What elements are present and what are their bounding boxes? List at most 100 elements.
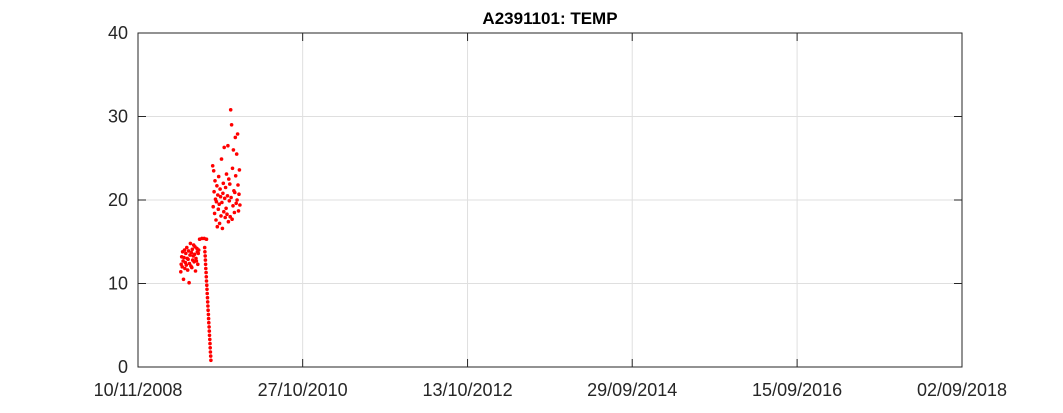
data-point [216,174,221,179]
data-point [221,191,225,196]
data-point [207,333,212,338]
data-point [222,196,227,201]
data-point [228,108,233,112]
data-point [222,145,226,150]
data-point [233,135,238,140]
data-point [208,350,213,354]
data-point [207,320,211,325]
data-point [215,184,219,188]
grid-lines [138,33,962,367]
data-point [196,251,201,256]
data-point [208,341,212,346]
data-point [192,252,197,257]
data-point [207,329,212,333]
data-point [209,358,213,363]
data-point [206,304,210,308]
data-point [203,250,207,254]
data-point [206,308,210,313]
data-point [189,250,194,255]
data-point [211,204,215,209]
data-point [205,291,209,296]
data-point [206,312,211,317]
data-point [231,148,236,152]
data-point [234,201,238,206]
data-point [190,265,194,270]
data-point [185,245,189,250]
data-point [221,181,226,186]
data-points [179,108,242,363]
data-point [233,190,237,195]
data-point [217,221,222,226]
data-point [237,168,242,172]
data-point [233,174,238,178]
data-point [210,164,215,168]
data-point [204,275,209,279]
x-tick-label: 15/09/2016 [752,380,842,400]
data-point [230,217,234,221]
data-point [222,209,226,214]
data-point [204,237,209,241]
data-point [212,189,216,194]
x-tick-label: 10/11/2008 [94,380,183,400]
data-point [180,265,184,269]
data-point [215,224,220,229]
x-tick-label: 13/10/2012 [423,380,513,400]
data-point [203,262,208,267]
data-point [182,255,186,260]
data-point [186,257,190,262]
data-point [205,295,210,300]
data-point [228,214,232,219]
x-tick-label: 29/09/2014 [587,380,677,400]
data-point [237,192,241,196]
chart-title: A2391101: TEMP [482,9,617,28]
data-point [219,157,224,161]
data-point [220,200,224,205]
data-point [179,270,183,274]
data-point [208,337,212,342]
data-point [230,166,235,171]
data-point [235,198,239,202]
data-point [196,248,201,252]
data-point [229,123,234,127]
data-point [203,254,207,258]
data-point [224,172,229,176]
data-point [224,206,228,211]
data-point [227,177,231,181]
data-point [217,202,221,206]
data-point [207,325,211,329]
data-point [211,169,216,173]
data-point [236,183,240,187]
data-point [231,204,235,208]
data-point [232,210,237,215]
data-point [238,203,242,207]
y-tick-label: 10 [108,274,128,294]
data-point [226,143,230,148]
data-point [226,219,231,224]
data-point [228,182,232,186]
data-point [181,277,186,282]
data-point [184,263,189,267]
data-point [205,287,209,292]
data-point [216,193,220,197]
data-point [225,212,229,216]
data-point [218,194,223,199]
data-point [196,262,200,267]
data-point [206,316,211,321]
data-point [182,248,187,252]
data-point [235,132,240,136]
data-point [234,152,239,156]
data-point [205,300,210,304]
x-tick-label: 02/09/2018 [917,380,1007,400]
data-point [204,279,209,283]
data-point [193,269,198,273]
y-tick-label: 20 [108,190,128,210]
data-point [188,241,193,246]
data-point [223,185,228,190]
x-axis-ticks: 10/11/2008 27/10/2010 13/10/2012 29/09/2014… [94,33,1007,400]
y-tick-label: 30 [108,107,128,127]
data-point [214,218,218,222]
x-tick-label: 27/10/2010 [258,380,348,400]
data-point [190,247,195,252]
data-point [204,266,208,271]
